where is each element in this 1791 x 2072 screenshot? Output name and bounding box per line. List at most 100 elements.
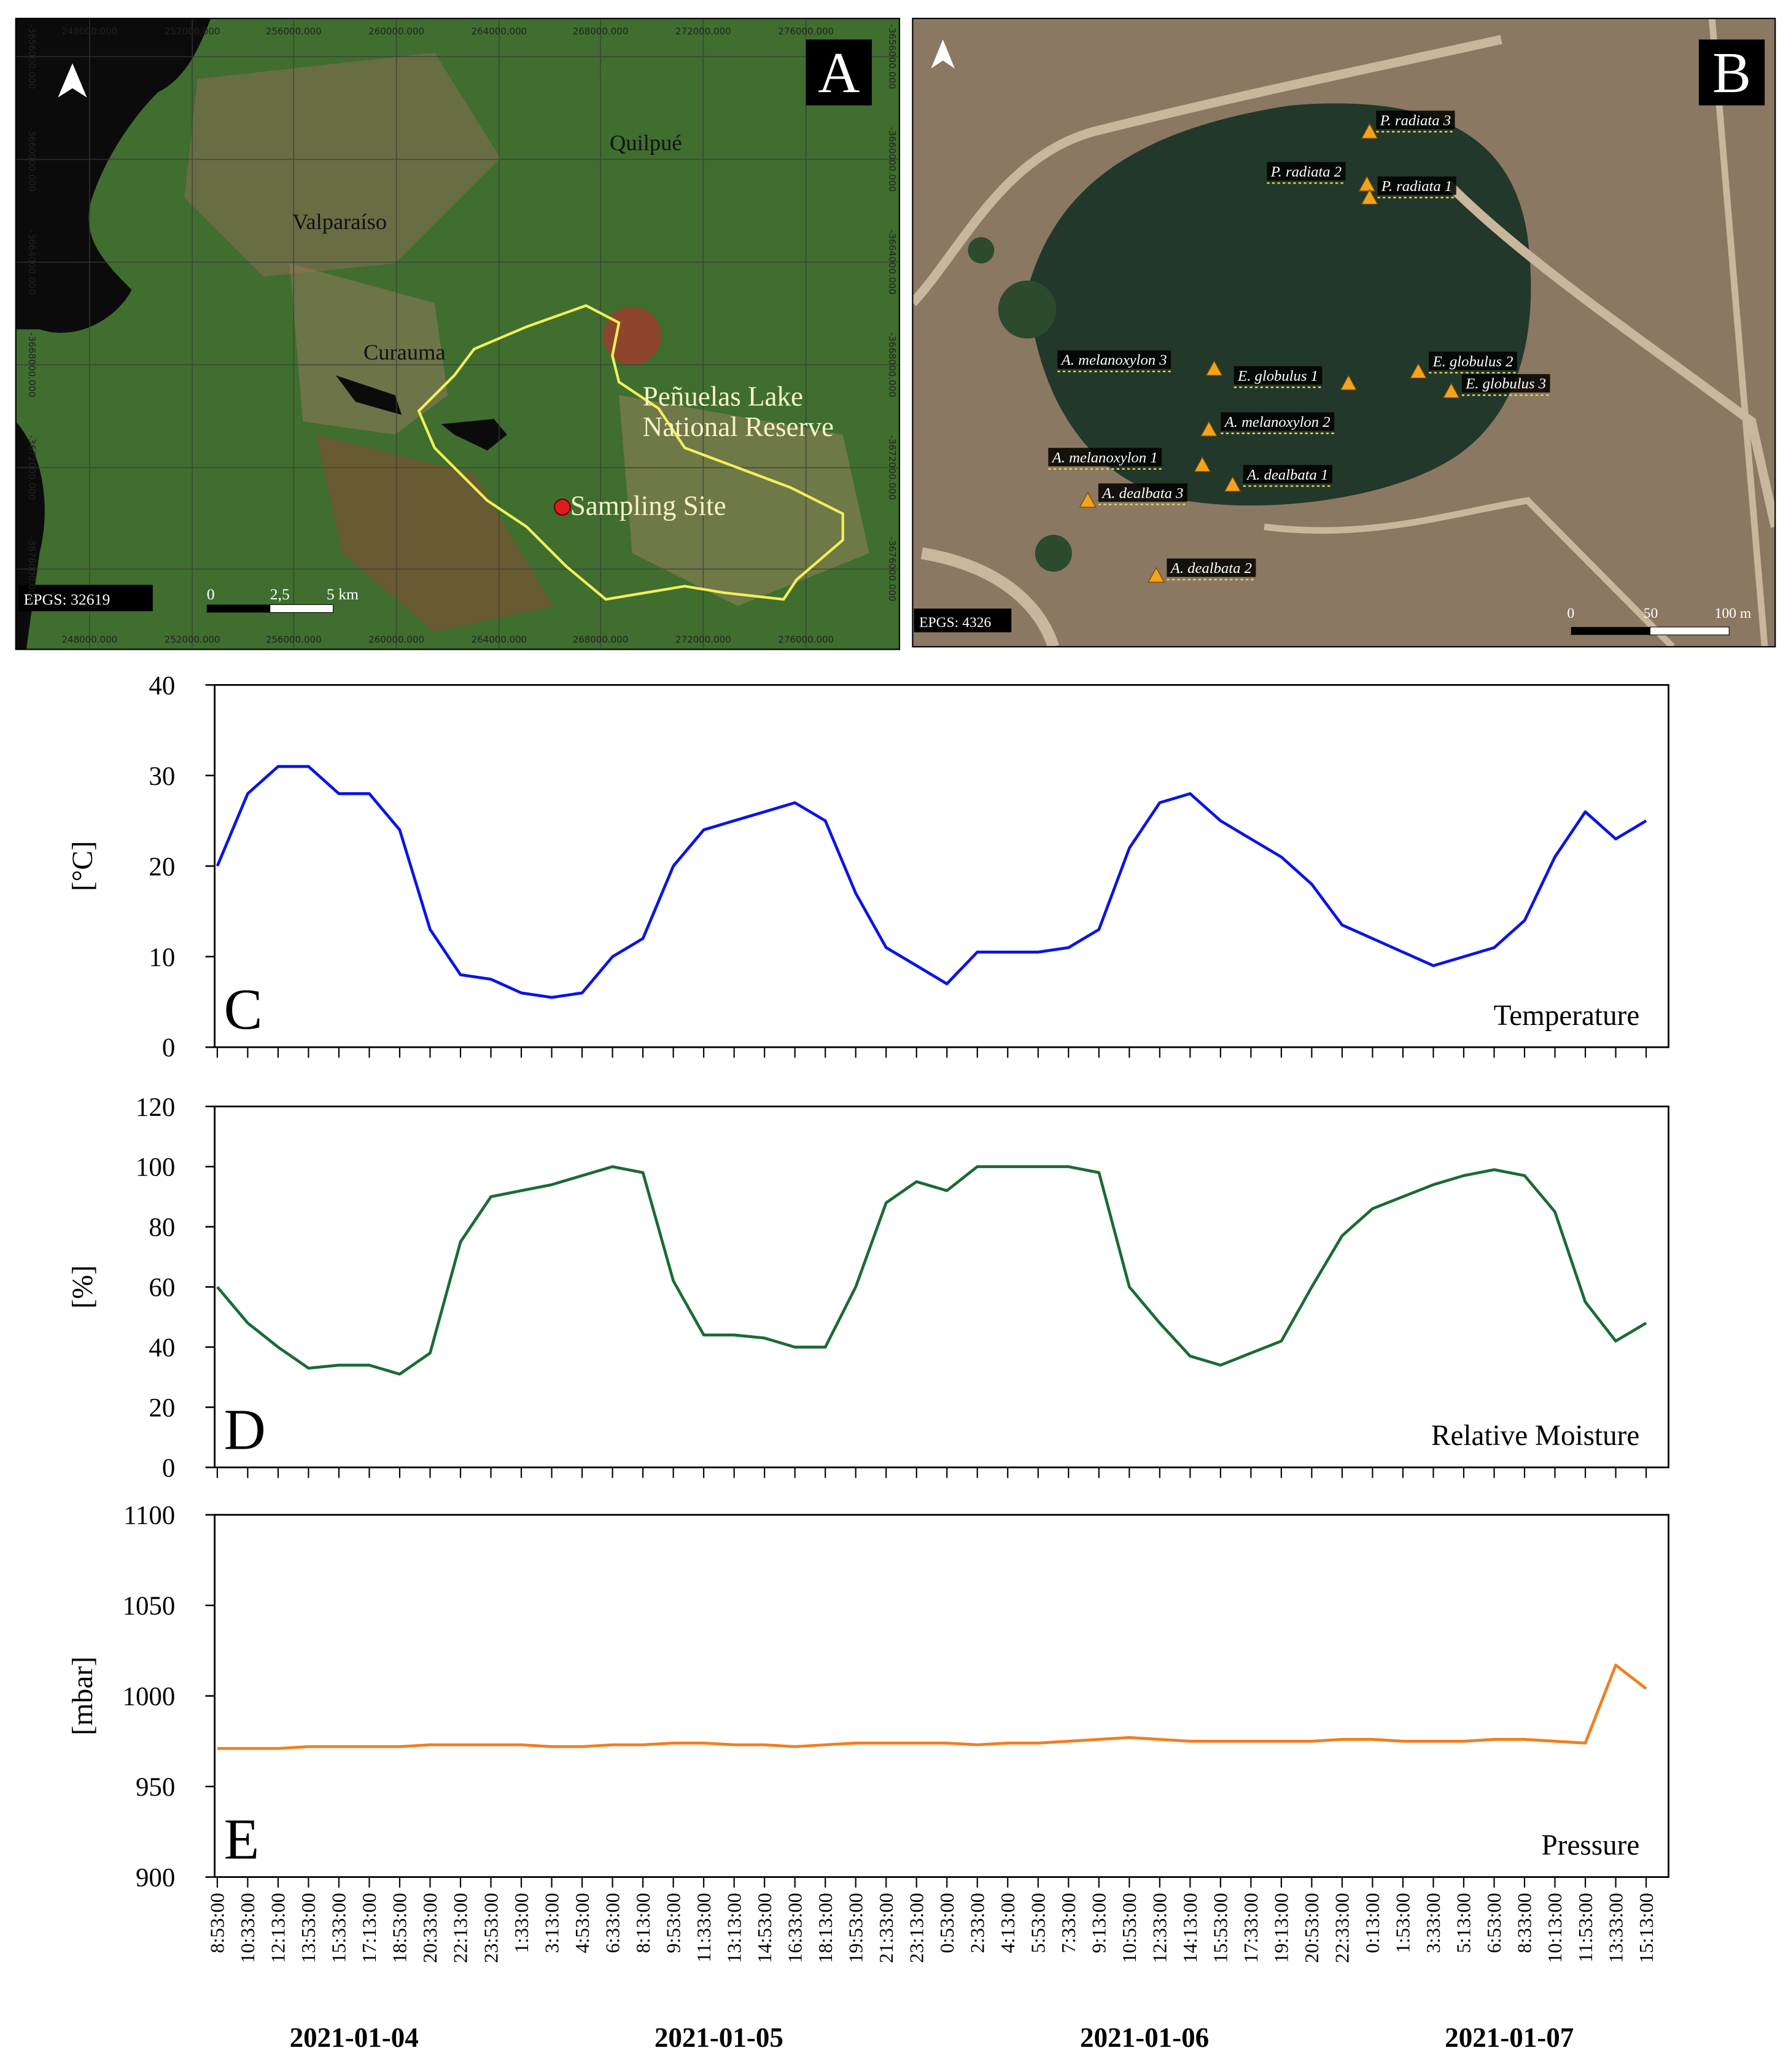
coord-label: 268000.000 (573, 634, 629, 645)
x-tick-label: 6:53:00 (1483, 1893, 1505, 1953)
x-tick-label: 17:13:00 (358, 1893, 380, 1963)
coord-label: -3668000.000 (26, 332, 37, 397)
site-label-bg (1377, 176, 1456, 195)
coord-label: 248000.000 (62, 26, 118, 37)
data-line (216, 765, 1647, 999)
x-tick-label: 12:13:00 (267, 1893, 289, 1963)
x-tick-label: 10:53:00 (1118, 1893, 1140, 1963)
x-tick-label: 12:33:00 (1149, 1893, 1171, 1963)
site-label-bg (1098, 483, 1187, 502)
y-tick-label: 900 (136, 1864, 175, 1893)
site-label-bg (1048, 448, 1162, 467)
site-label: P. radiata 2 (1270, 163, 1342, 180)
site-label-bg (1221, 412, 1335, 431)
site-marker (1340, 374, 1358, 391)
x-tick-label: 23:13:00 (905, 1893, 927, 1963)
x-tick-label: 20:33:00 (419, 1893, 441, 1963)
site-label: A. dealbata 2 (1170, 560, 1252, 577)
site-label: P. radiata 3 (1380, 112, 1451, 129)
panel-label: C (224, 978, 263, 1042)
annotation: Temperature (1494, 1000, 1640, 1032)
coord-label: 260000.000 (368, 26, 424, 37)
y-axis-label: [mbar] (67, 1656, 99, 1735)
x-tick-label: 0:13:00 (1361, 1893, 1383, 1953)
x-tick-label: 22:13:00 (449, 1893, 472, 1963)
coord-label: -3656000.000 (887, 24, 898, 89)
map-labels: A B Quilpué Valparaíso Curauma Peñuelas … (24, 41, 1751, 631)
site-marker (1358, 176, 1376, 192)
site-label: A. melanoxylon 2 (1224, 414, 1331, 430)
x-tick-label: 19:53:00 (844, 1893, 866, 1963)
date-label: 2021-01-04 (290, 2022, 419, 2053)
reserve-label: Peñuelas Lake (643, 381, 803, 412)
date-label: 2021-01-05 (655, 2022, 783, 2053)
coord-label: -3664000.000 (887, 230, 898, 295)
panel-label: E (224, 1808, 260, 1872)
x-tick-label: 0:53:00 (936, 1893, 958, 1953)
x-tick-label: 13:13:00 (723, 1893, 745, 1963)
data-line (216, 1165, 1647, 1376)
map-a-image (15, 18, 899, 650)
plot-frame (214, 1514, 1669, 1878)
y-tick-label: 120 (136, 1093, 175, 1122)
x-tick-label: 8:33:00 (1513, 1893, 1536, 1953)
x-tick-label: 6:33:00 (601, 1893, 623, 1953)
crs-label: EPGS: 32619 (24, 591, 111, 609)
y-tick-label: 20 (149, 852, 175, 881)
coord-label: 256000.000 (266, 26, 322, 37)
coord-label: 264000.000 (472, 634, 527, 645)
scale-label: 50 (1644, 606, 1658, 621)
x-tick-label: 18:13:00 (814, 1893, 836, 1963)
y-tick-label: 950 (136, 1773, 175, 1802)
y-tick-label: 80 (149, 1213, 175, 1242)
coord-label: 264000.000 (472, 26, 527, 37)
reserve-label: National Reserve (643, 411, 834, 442)
coord-label: 272000.000 (675, 634, 731, 645)
scale-label: 100 m (1715, 606, 1752, 621)
charts: 0 10 20 30 40 [°C] C Temperature 0 20 40 60 80 100 120… (67, 671, 1669, 2053)
x-tick-label: 18:53:00 (389, 1893, 411, 1963)
site-marker (1410, 362, 1427, 379)
x-tick-label: 8:13:00 (632, 1893, 654, 1953)
coord-label: -3672000.000 (887, 435, 898, 500)
x-tick-label: 22:33:00 (1331, 1893, 1353, 1963)
x-tick-label: 10:33:00 (236, 1893, 258, 1963)
x-tick-label: 21:33:00 (875, 1893, 897, 1963)
y-tick-label: 0 (162, 1454, 175, 1482)
x-tick-label: 15:13:00 (1635, 1893, 1657, 1963)
panel-label: A (818, 41, 860, 105)
x-tick-label: 17:33:00 (1240, 1893, 1262, 1963)
site-marker (1361, 123, 1378, 139)
coord-label: 248000.000 (62, 634, 118, 645)
date-label: 2021-01-06 (1080, 2022, 1209, 2053)
x-tick-label: 9:53:00 (662, 1893, 684, 1953)
coord-label: -3676000.000 (26, 537, 37, 602)
coord-label: 260000.000 (368, 634, 424, 645)
place-label: Curauma (363, 340, 446, 365)
x-tick-label: 3:33:00 (1422, 1893, 1444, 1953)
coord-label: -3672000.000 (26, 435, 37, 500)
site-label-bg (1267, 162, 1346, 181)
map-a-frame (15, 17, 901, 650)
site-label: A. melanoxylon 3 (1060, 352, 1167, 368)
scale-label: 0 (207, 585, 215, 603)
site-label: P. radiata 1 (1381, 178, 1452, 195)
site-label-bg (1429, 351, 1517, 370)
site-marker (1200, 421, 1218, 437)
plot-frame (214, 684, 1669, 1048)
y-tick-label: 40 (149, 671, 175, 700)
site-marker (1442, 382, 1460, 399)
x-tick-label: 9:13:00 (1088, 1893, 1110, 1953)
y-tick-label: 30 (149, 762, 175, 791)
date-label: 2021-01-07 (1445, 2022, 1574, 2053)
x-tick-label: 4:53:00 (571, 1893, 593, 1953)
annotation: Relative Moisture (1431, 1420, 1639, 1452)
x-tick-label: 5:13:00 (1453, 1893, 1475, 1953)
site-label: E. globulus 1 (1237, 368, 1318, 384)
site-marker (1361, 189, 1378, 205)
coord-label: -3664000.000 (26, 230, 37, 295)
scale-label: 0 (1567, 606, 1574, 621)
site-label-bg (1167, 558, 1256, 577)
